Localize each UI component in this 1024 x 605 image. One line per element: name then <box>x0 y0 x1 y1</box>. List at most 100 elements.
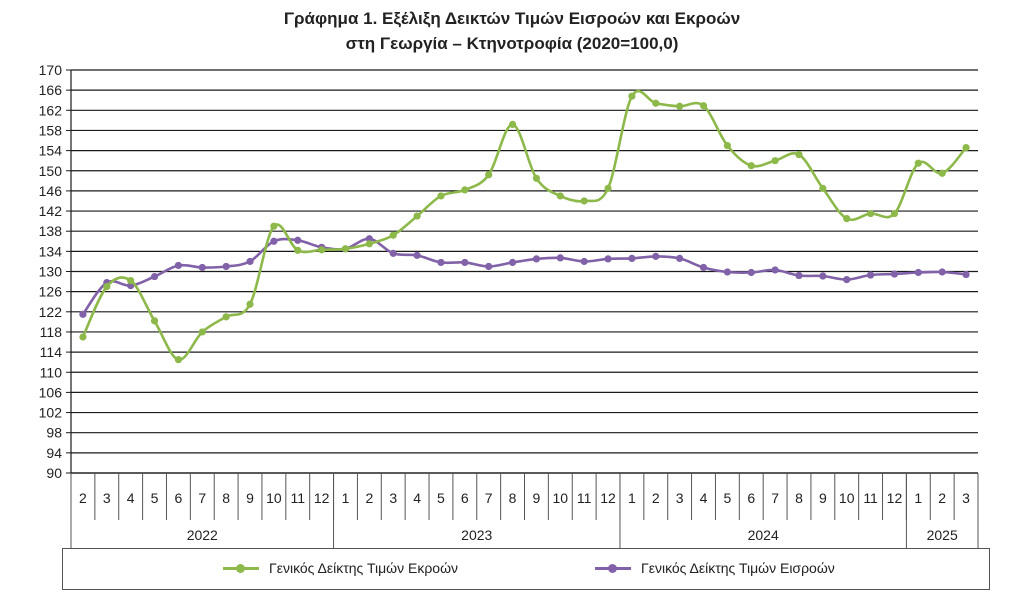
data-point-outputs <box>341 245 350 253</box>
legend: Γενικός Δείκτης Τιμών Εκροών Γενικός Δεί… <box>62 548 990 590</box>
y-tick-label: 110 <box>40 364 63 380</box>
data-point-inputs <box>270 237 278 245</box>
data-point-outputs <box>676 102 684 110</box>
x-month-label: 5 <box>151 490 159 506</box>
x-year-label: 2025 <box>927 527 958 543</box>
x-month-label: 4 <box>127 490 135 506</box>
legend-swatch-inputs <box>595 561 631 575</box>
data-point-inputs <box>747 268 755 277</box>
data-point-outputs <box>508 120 517 129</box>
data-point-inputs <box>174 261 183 270</box>
x-month-label: 12 <box>600 490 616 506</box>
x-month-label: 4 <box>700 490 708 506</box>
data-point-inputs <box>461 258 469 267</box>
data-point-inputs <box>556 254 564 262</box>
x-month-label: 5 <box>723 490 731 506</box>
data-point-outputs <box>843 215 851 223</box>
x-month-label: 12 <box>314 490 330 506</box>
legend-item-outputs: Γενικός Δείκτης Τιμών Εκροών <box>223 560 458 576</box>
x-month-label: 3 <box>676 490 684 506</box>
data-point-inputs <box>413 251 421 259</box>
x-month-label: 6 <box>461 490 469 506</box>
data-point-outputs <box>270 222 278 230</box>
data-point-outputs <box>747 162 755 170</box>
data-point-inputs <box>699 263 708 272</box>
data-point-outputs <box>127 276 135 285</box>
data-point-inputs <box>771 266 779 274</box>
data-point-outputs <box>652 99 660 107</box>
x-month-label: 10 <box>553 490 569 506</box>
y-tick-label: 154 <box>39 143 63 159</box>
data-point-outputs <box>819 184 827 192</box>
x-year-label: 2022 <box>187 527 218 543</box>
x-month-label: 10 <box>839 490 855 506</box>
x-month-label: 2 <box>652 490 660 506</box>
data-point-inputs <box>150 272 159 281</box>
y-tick-label: 118 <box>40 324 63 340</box>
x-month-label: 11 <box>863 490 878 506</box>
legend-label-inputs: Γενικός Δείκτης Τιμών Εισροών <box>641 560 835 576</box>
data-point-outputs <box>103 283 111 291</box>
y-tick-label: 162 <box>39 102 63 118</box>
data-point-inputs <box>580 257 588 266</box>
x-month-label: 1 <box>914 490 922 506</box>
data-point-outputs <box>318 246 326 254</box>
x-month-label: 8 <box>222 490 230 506</box>
y-tick-label: 90 <box>46 465 62 481</box>
data-point-inputs <box>938 268 946 276</box>
data-point-outputs <box>890 209 899 218</box>
x-month-label: 5 <box>437 490 445 506</box>
x-month-label: 8 <box>795 490 803 506</box>
data-point-outputs <box>174 356 183 364</box>
y-tick-label: 142 <box>39 203 63 219</box>
data-point-inputs <box>437 258 445 267</box>
x-month-label: 1 <box>342 490 350 506</box>
data-point-outputs <box>246 300 254 308</box>
x-month-label: 4 <box>413 490 421 506</box>
data-point-inputs <box>79 310 87 318</box>
data-point-inputs <box>485 262 493 271</box>
x-month-label: 2 <box>365 490 373 506</box>
x-month-label: 9 <box>819 490 827 506</box>
x-month-label: 11 <box>290 490 305 506</box>
y-tick-label: 98 <box>46 425 62 441</box>
x-month-label: 10 <box>266 490 282 506</box>
data-point-outputs <box>365 240 373 248</box>
data-point-inputs <box>890 270 899 278</box>
y-tick-label: 150 <box>39 163 63 179</box>
x-month-label: 7 <box>771 490 779 506</box>
data-point-inputs <box>222 262 230 271</box>
data-point-outputs <box>150 317 159 325</box>
data-point-outputs <box>79 333 87 341</box>
data-point-inputs <box>866 271 875 279</box>
legend-item-inputs: Γενικός Δείκτης Τιμών Εισροών <box>595 560 835 576</box>
data-point-inputs <box>843 275 851 284</box>
x-month-label: 7 <box>485 490 493 506</box>
x-month-label: 8 <box>509 490 517 506</box>
data-point-outputs <box>389 231 397 239</box>
y-tick-label: 126 <box>39 284 63 300</box>
x-month-label: 2 <box>938 490 946 506</box>
data-point-outputs <box>723 141 731 150</box>
data-point-inputs <box>389 249 397 257</box>
y-tick-label: 146 <box>39 183 63 199</box>
data-point-outputs <box>962 143 970 152</box>
data-point-outputs <box>294 246 302 254</box>
data-point-inputs <box>819 272 827 280</box>
data-point-outputs <box>556 192 564 200</box>
legend-swatch-outputs <box>223 561 259 575</box>
x-month-label: 6 <box>747 490 755 506</box>
data-point-inputs <box>723 268 731 276</box>
data-point-outputs <box>461 186 469 194</box>
legend-label-outputs: Γενικός Δείκτης Τιμών Εκροών <box>269 560 458 576</box>
x-month-label: 11 <box>577 490 592 506</box>
data-point-outputs <box>222 313 230 321</box>
x-month-label: 7 <box>198 490 206 506</box>
series-line-inputs <box>81 237 967 316</box>
y-tick-label: 134 <box>39 243 63 259</box>
x-month-label: 12 <box>887 490 903 506</box>
data-point-outputs <box>771 157 779 165</box>
y-tick-label: 122 <box>39 304 63 320</box>
data-point-outputs <box>604 184 612 192</box>
line-chart: 9094981021061101141181221261301341381421… <box>39 62 979 548</box>
